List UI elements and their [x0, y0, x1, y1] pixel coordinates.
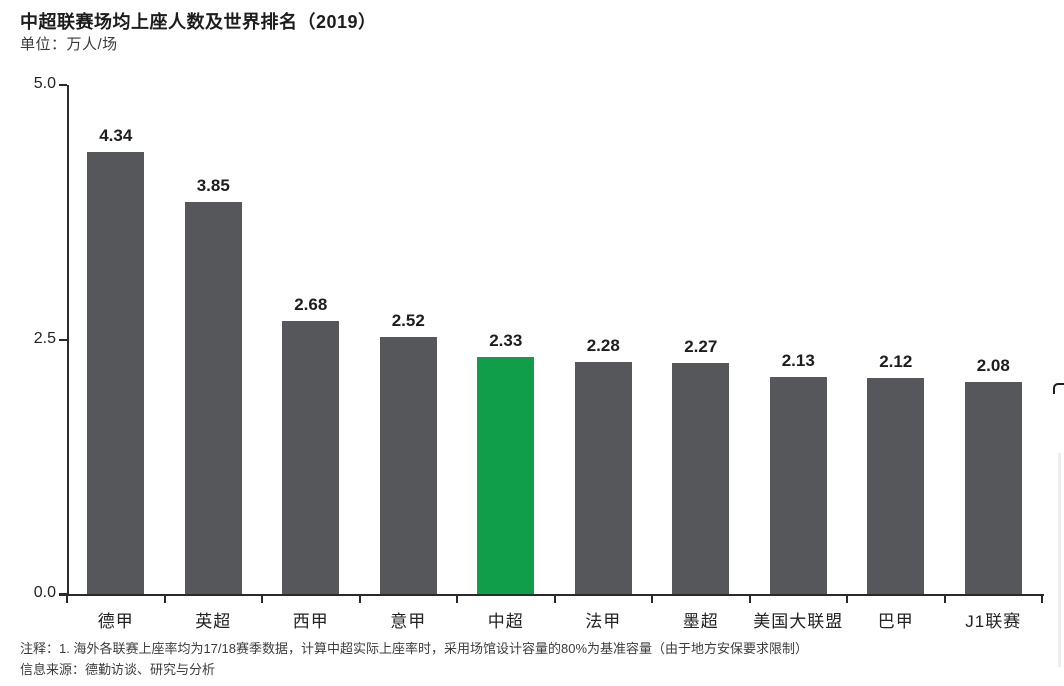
- y-tick-mark: [59, 84, 67, 86]
- bar-category-label: 西甲: [292, 612, 329, 631]
- bar: [574, 361, 632, 594]
- cropped-edge-artifact: [1058, 453, 1061, 667]
- bar-category-label: 法甲: [585, 612, 622, 631]
- bar-category-label: J1联赛: [965, 612, 1022, 631]
- bar: [867, 378, 925, 594]
- bar-value-label: 2.28: [586, 335, 620, 355]
- x-tick-mark: [846, 596, 848, 603]
- bar-highlighted: [477, 356, 535, 594]
- x-tick-mark: [261, 596, 263, 603]
- bar: [964, 382, 1022, 594]
- bar-value-label: 2.13: [781, 351, 815, 371]
- x-tick-mark: [748, 596, 751, 603]
- x-tick-mark: [553, 596, 556, 603]
- bar-value-label: 2.12: [879, 352, 913, 372]
- bar-value-label: 3.85: [196, 176, 230, 196]
- y-tick-label: 0.0: [33, 584, 56, 601]
- y-tick-mark: [59, 593, 67, 595]
- x-tick-mark: [66, 596, 68, 603]
- bar-category-label: 中超: [487, 612, 524, 631]
- bar-category-label: 德甲: [97, 612, 134, 631]
- cropped-annotation-bracket: [1053, 383, 1064, 394]
- bar-value-label: 2.52: [391, 311, 425, 331]
- x-tick-mark: [651, 596, 653, 603]
- bar-category-label: 巴甲: [877, 612, 914, 631]
- footnote-note: 注释：1. 海外各联赛上座率均为17/18赛季数据，计算中超实际上座率时，采用场…: [20, 641, 809, 656]
- bar: [282, 321, 340, 594]
- chart-unit-label: 单位：万人/场: [20, 36, 118, 53]
- bar: [184, 202, 242, 594]
- bar-value-label: 2.08: [976, 356, 1010, 376]
- y-axis: [67, 85, 69, 594]
- bar-category-label: 意甲: [390, 612, 427, 631]
- bar: [769, 377, 827, 594]
- x-tick-mark: [358, 596, 361, 603]
- x-tick-mark: [163, 596, 166, 603]
- x-axis: [59, 594, 1044, 596]
- x-tick-mark: [456, 596, 458, 603]
- x-tick-mark: [1041, 596, 1043, 603]
- bar: [87, 152, 145, 594]
- bar-category-label: 英超: [195, 612, 232, 631]
- y-tick-label: 5.0: [33, 75, 56, 92]
- footnote-source: 信息来源：德勤访谈、研究与分析: [20, 662, 216, 677]
- bar: [379, 337, 437, 594]
- bar-category-label: 美国大联盟: [753, 612, 844, 631]
- y-tick-label: 2.5: [33, 329, 56, 347]
- x-tick-mark: [943, 596, 946, 603]
- bar-value-label: 2.68: [294, 295, 328, 315]
- bar-value-label: 4.34: [99, 126, 133, 146]
- bar-value-label: 2.33: [489, 330, 523, 350]
- bar: [672, 362, 730, 594]
- bar-category-label: 墨超: [682, 612, 719, 631]
- y-tick-mark: [59, 338, 67, 341]
- chart-title: 中超联赛场均上座人数及世界排名（2019）: [20, 12, 377, 32]
- bar-value-label: 2.27: [684, 336, 718, 356]
